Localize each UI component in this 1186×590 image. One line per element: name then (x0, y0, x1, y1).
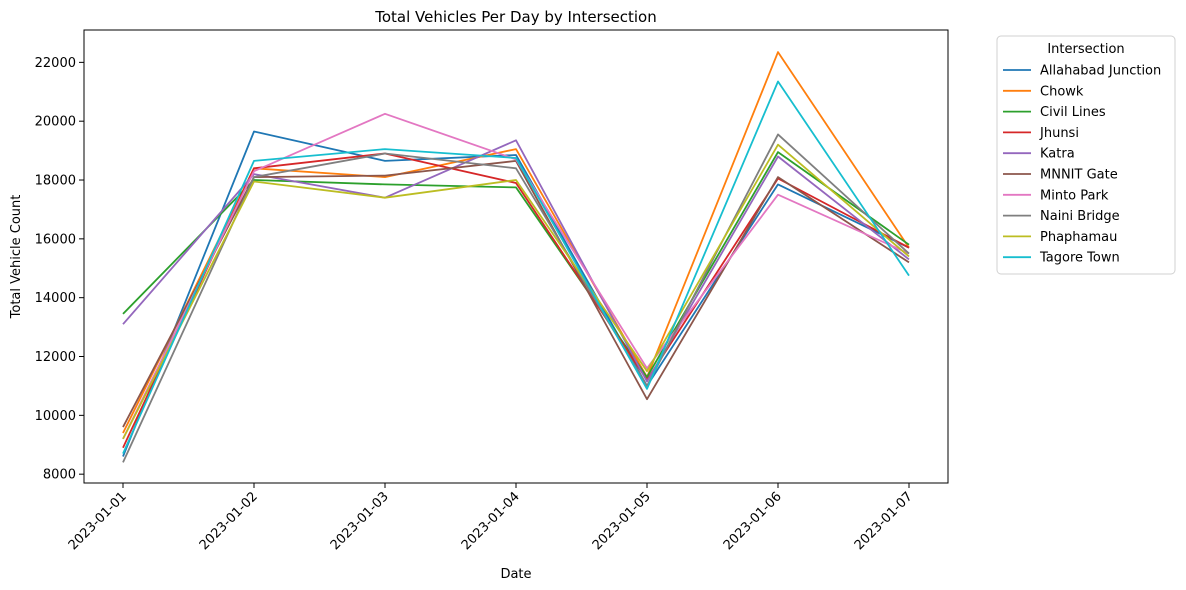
x-axis-label: Date (500, 567, 531, 582)
legend-box (996, 35, 1176, 275)
series-line-3 (122, 151, 910, 379)
legend-label: Tagore Town (1039, 251, 1120, 266)
y-axis-label: Total Vehicle Count (9, 195, 24, 320)
legend-label: Naini Bridge (1040, 209, 1120, 224)
series-layer (122, 51, 910, 463)
legend-label: Phaphamau (1040, 230, 1117, 245)
series-line-2 (122, 51, 910, 434)
x-tick-label: 2023-01-06 (721, 489, 785, 553)
legend-items: Allahabad Junction Chowk Civil Lines Jhunsi… (1003, 64, 1161, 266)
x-axis: 2023-01-01 2023-01-02 2023-01-03 2023-01-04… (66, 483, 916, 553)
legend-label: Allahabad Junction (1040, 64, 1161, 79)
series-line-10 (122, 80, 910, 454)
legend-title: Intersection (1047, 42, 1124, 57)
legend-label: MNNIT Gate (1040, 168, 1118, 183)
series-line-5 (122, 139, 910, 383)
legend-label: Minto Park (1040, 188, 1109, 203)
chart-title: Total Vehicles Per Day by Intersection (374, 8, 656, 26)
x-tick-label: 2023-01-04 (459, 489, 523, 553)
legend-label: Jhunsi (1039, 126, 1079, 141)
series-line-8 (122, 133, 910, 463)
x-tick-label: 2023-01-05 (590, 489, 654, 553)
x-tick-label: 2023-01-01 (66, 489, 130, 553)
y-tick-label: 22000 (35, 56, 76, 71)
y-tick-label: 18000 (35, 174, 76, 189)
y-tick-label: 20000 (35, 115, 76, 130)
x-tick-label: 2023-01-02 (197, 489, 261, 553)
y-tick-label: 14000 (35, 291, 76, 306)
legend: Intersection Allahabad Junction Chowk Civi… (996, 35, 1176, 275)
x-tick-label: 2023-01-07 (852, 489, 916, 553)
y-tick-label: 10000 (35, 409, 76, 424)
x-tick-label: 2023-01-03 (328, 489, 392, 553)
legend-label: Chowk (1040, 84, 1084, 99)
legend-label: Civil Lines (1040, 105, 1106, 120)
series-line-1 (122, 130, 910, 457)
y-axis: 8000 10000 12000 14000 16000 18000 20000 22000 (35, 56, 84, 483)
y-tick-label: 16000 (35, 232, 76, 247)
legend-label: Katra (1040, 147, 1075, 162)
series-line-9 (122, 143, 910, 440)
y-tick-label: 8000 (43, 468, 76, 483)
y-tick-label: 12000 (35, 350, 76, 365)
